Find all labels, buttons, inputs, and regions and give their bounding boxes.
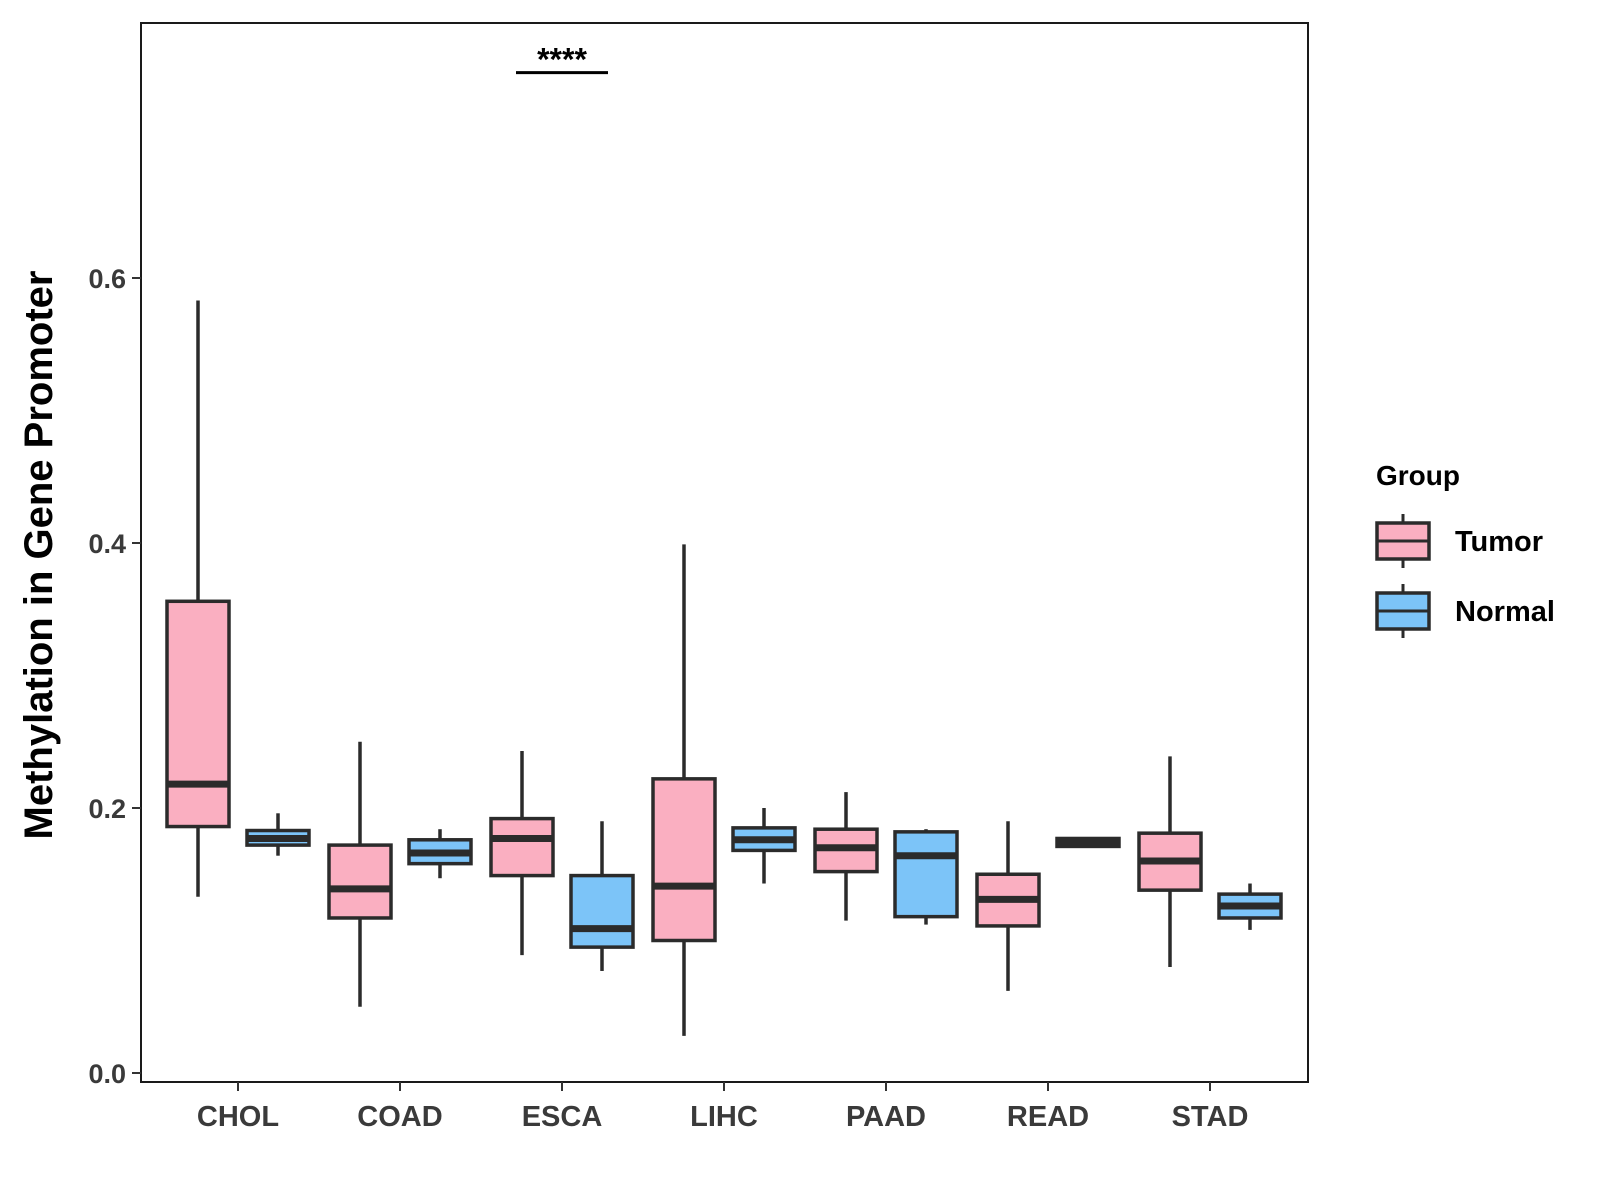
x-tick-label-stad: STAD [1172, 1101, 1249, 1133]
legend: Group Tumor Normal [1375, 460, 1555, 638]
x-tick-label-paad: PAAD [846, 1101, 926, 1133]
x-tick-label-coad: COAD [357, 1101, 442, 1133]
legend-label-tumor: Tumor [1455, 526, 1543, 558]
legend-label-normal: Normal [1455, 596, 1555, 628]
box-lihc-tumor [651, 777, 717, 943]
box-esca-tumor [489, 816, 555, 878]
x-tick-label-esca: ESCA [522, 1101, 603, 1133]
box-chol-tumor [165, 599, 231, 829]
y-tick-label: 0.0 [88, 1059, 126, 1089]
plot-panel [140, 22, 1309, 1083]
x-tick-label-read: READ [1007, 1101, 1089, 1133]
x-tick-label-chol: CHOL [197, 1101, 279, 1133]
significance-label: **** [537, 42, 587, 78]
y-axis-title: Methylation in Gene Promoter [17, 271, 61, 840]
y-tick-label: 0.6 [88, 264, 126, 294]
box-coad-tumor [327, 843, 393, 920]
x-tick-label-lihc: LIHC [690, 1101, 758, 1133]
y-tick-label: 0.2 [88, 794, 126, 824]
box-esca-normal [569, 873, 635, 949]
box-paad-normal [893, 830, 959, 919]
y-tick-label: 0.4 [88, 529, 126, 559]
legend-title: Group [1376, 460, 1460, 491]
